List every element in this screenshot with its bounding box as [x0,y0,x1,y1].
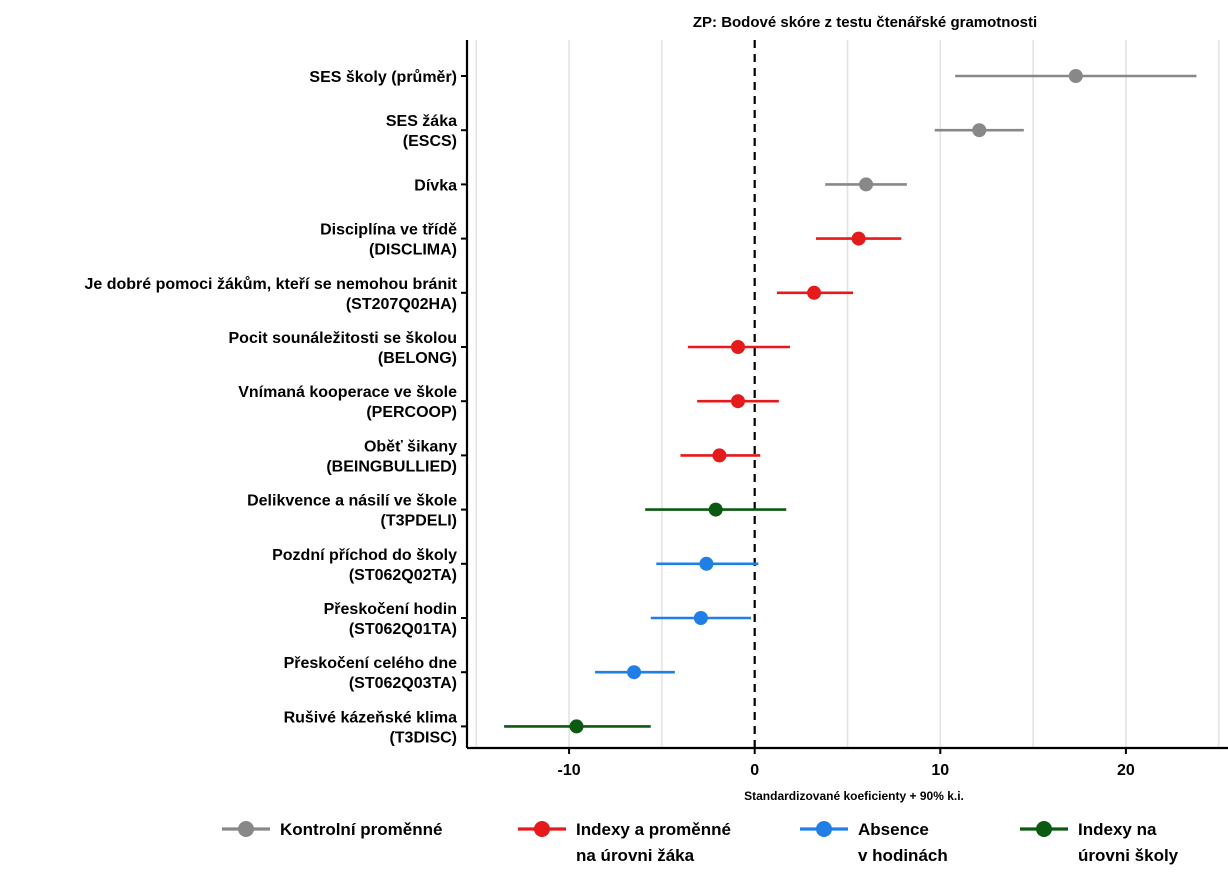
point-estimate [693,611,708,625]
chart-title: ZP: Bodové skóre z testu čtenářské gramo… [693,14,1037,31]
legend-label-line: na úrovni žáka [576,846,695,865]
point-estimate [569,719,584,734]
legend-label: Indexy a proměnné na úrovni žáka [576,820,731,865]
legend-label: Absence v hodinách [858,820,948,865]
category-label-line: SES školy (průměr) [309,69,457,86]
point-estimates [569,69,1083,734]
category-label-line: Přeskočení hodin [324,601,457,618]
category-label: Dívka [414,177,457,194]
category-label: Pozdní příchod do školy (ST062Q02TA) [272,547,457,584]
category-label: Je dobré pomoci žákům, kteří se nemohou … [84,276,457,313]
category-label-line: Dívka [414,177,457,194]
category-label-line: Rušivé kázeňské klima [284,709,458,726]
legend-item: Indexy a proměnné na úrovni žáka [518,820,731,865]
category-label-line: (PERCOOP) [366,404,457,421]
point-estimate [859,177,874,192]
legend-label-line: Indexy na [1078,820,1157,839]
point-estimate [708,502,723,517]
legend-label-line: Indexy a proměnné [576,820,731,839]
category-label: Přeskočení celého dne (ST062Q03TA) [284,655,458,692]
category-label-line: SES žáka [386,113,457,130]
point-estimate [807,285,822,300]
point-estimate [1068,69,1083,83]
legend-item: Absence v hodinách [800,820,948,865]
legend-label: Kontrolní proměnné [280,820,442,839]
category-label: Oběť šikany (BEINGBULLIED) [326,438,457,475]
x-axis-title: Standardizované koeficienty + 90% k.i. [744,789,964,803]
x-tick-label: -10 [558,762,581,779]
category-label-line: Přeskočení celého dne [284,655,458,672]
category-label: Vnímaná kooperace ve škole (PERCOOP) [238,384,457,421]
point-estimate [730,394,745,409]
category-label: SES školy (průměr) [309,69,457,86]
legend-label-line: Absence [858,820,929,839]
category-label-line: Delikvence a násilí ve škole [247,493,457,510]
point-estimate [730,340,745,354]
category-label-line: (BEINGBULLIED) [326,458,457,475]
x-tick-label: 10 [931,762,949,779]
category-label: SES žáka (ESCS) [386,113,457,150]
legend-label-line: Kontrolní proměnné [280,820,442,839]
legend-label-line: úrovni školy [1078,846,1179,865]
legend-point-swatch [1036,821,1052,837]
gridlines [475,40,1220,748]
legend: Kontrolní proměnné Indexy a proměnné na úr… [222,820,1179,865]
category-label-line: Vnímaná kooperace ve škole [238,384,457,401]
category-label: Disciplína ve třídě (DISCLIMA) [320,222,457,259]
legend-label: Indexy na úrovni školy [1078,820,1179,865]
point-estimate [699,556,714,571]
category-label-line: (ST062Q01TA) [349,621,457,638]
category-label-line: Je dobré pomoci žákům, kteří se nemohou … [84,276,457,293]
category-label-line: (ST062Q03TA) [349,675,457,692]
category-label-line: Oběť šikany [364,438,457,455]
category-label: Pocit sounáležitosti se školou (BELONG) [229,330,458,367]
category-label-line: Pocit sounáležitosti se školou [229,330,458,347]
category-label: Přeskočení hodin (ST062Q01TA) [324,601,457,638]
x-tick-label: 0 [750,762,759,779]
category-label-line: (T3DISC) [389,729,457,746]
legend-point-swatch [816,821,832,837]
x-tick-label: 20 [1117,762,1135,779]
category-label-line: (ST062Q02TA) [349,567,457,584]
category-label-line: (DISCLIMA) [369,242,457,259]
category-label-line: (ESCS) [403,133,457,150]
point-estimate [972,123,987,138]
legend-item: Kontrolní proměnné [222,820,442,839]
legend-point-swatch [238,821,254,837]
legend-label-line: v hodinách [858,846,948,865]
category-label-line: (ST207Q02HA) [346,296,457,313]
axes [465,40,1228,750]
y-category-labels: SES školy (průměr) SES žáka (ESCS) Dívka Dis… [84,69,467,746]
confidence-intervals [504,74,1197,728]
legend-item: Indexy na úrovni školy [1020,820,1179,865]
legend-point-swatch [534,821,550,837]
x-ticks: -10 0 10 20 [558,748,1135,779]
category-label-line: (BELONG) [378,350,457,367]
category-label-line: (T3PDELI) [381,513,457,530]
point-estimate [851,231,866,246]
category-label-line: Pozdní příchod do školy [272,547,457,564]
point-estimate [627,665,642,680]
category-label: Delikvence a násilí ve škole (T3PDELI) [247,493,457,530]
category-label-line: Disciplína ve třídě [320,222,457,239]
category-label: Rušivé kázeňské klima (T3DISC) [284,709,458,746]
point-estimate [712,448,727,463]
